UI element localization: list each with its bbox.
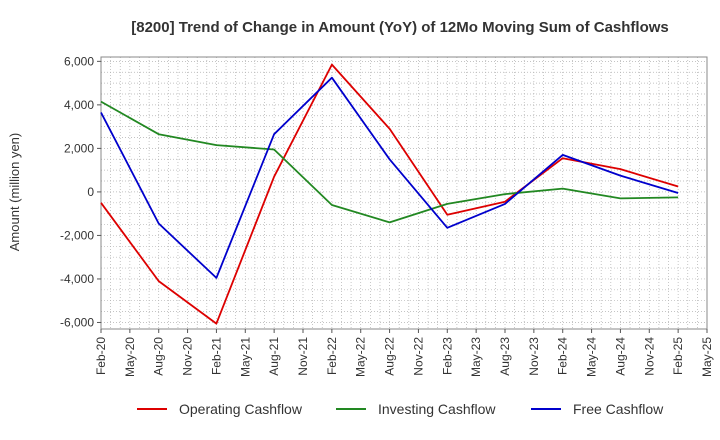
x-tick-label: Nov-24 bbox=[642, 337, 656, 376]
x-tick-label: Aug-23 bbox=[498, 337, 512, 376]
x-tick-label: Aug-22 bbox=[383, 337, 397, 376]
chart-title: [8200] Trend of Change in Amount (YoY) o… bbox=[131, 19, 669, 36]
y-tick-label: -4,000 bbox=[60, 272, 94, 286]
legend-label-investing-cashflow: Investing Cashflow bbox=[378, 401, 496, 417]
x-tick-label: Aug-24 bbox=[613, 337, 627, 376]
x-tick-label: Feb-22 bbox=[325, 337, 339, 375]
x-tick-label: Aug-20 bbox=[152, 337, 166, 376]
y-tick-label: -2,000 bbox=[60, 228, 94, 242]
x-tick-label: Feb-25 bbox=[671, 337, 685, 375]
grid bbox=[101, 57, 707, 329]
x-tick-label: Nov-20 bbox=[181, 337, 195, 376]
x-tick-label: May-21 bbox=[238, 337, 252, 377]
x-tick-label: Nov-23 bbox=[527, 337, 541, 376]
x-tick-label: May-23 bbox=[469, 337, 483, 377]
x-tick-label: May-25 bbox=[700, 337, 714, 377]
x-axis-ticks: Feb-20 May-20 Aug-20 Nov-20 Feb-21 May-21 Aug-… bbox=[94, 329, 714, 377]
y-axis-label: Amount (million yen) bbox=[7, 133, 22, 252]
plot-area-frame bbox=[100, 56, 708, 330]
y-tick-label: 2,000 bbox=[64, 141, 94, 155]
y-axis-ticks: -6,000 -4,000 -2,000 0 2,000 4,000 6,000 bbox=[60, 54, 101, 329]
y-tick-label: 6,000 bbox=[64, 54, 94, 68]
y-tick-label: 4,000 bbox=[64, 98, 94, 112]
legend-label-operating-cashflow: Operating Cashflow bbox=[179, 401, 303, 417]
y-tick-label: -6,000 bbox=[60, 315, 94, 329]
legend-label-free-cashflow: Free Cashflow bbox=[573, 401, 664, 417]
x-tick-label: Aug-21 bbox=[267, 337, 281, 376]
x-tick-label: May-24 bbox=[585, 337, 599, 377]
x-tick-label: Nov-22 bbox=[411, 337, 425, 376]
x-tick-label: Feb-23 bbox=[440, 337, 454, 375]
x-tick-label: Feb-21 bbox=[209, 337, 223, 375]
investing-cashflow-line bbox=[100, 100, 679, 224]
legend: Operating Cashflow Investing Cashflow Free… bbox=[137, 401, 664, 417]
x-tick-label: Feb-24 bbox=[556, 337, 570, 375]
x-tick-label: May-20 bbox=[123, 337, 137, 377]
x-tick-label: Nov-21 bbox=[296, 337, 310, 376]
free-cashflow-line bbox=[100, 76, 679, 279]
series-lines bbox=[100, 63, 679, 325]
y-tick-label: 0 bbox=[87, 185, 94, 199]
x-tick-label: Feb-20 bbox=[94, 337, 108, 375]
x-tick-label: May-22 bbox=[354, 337, 368, 377]
